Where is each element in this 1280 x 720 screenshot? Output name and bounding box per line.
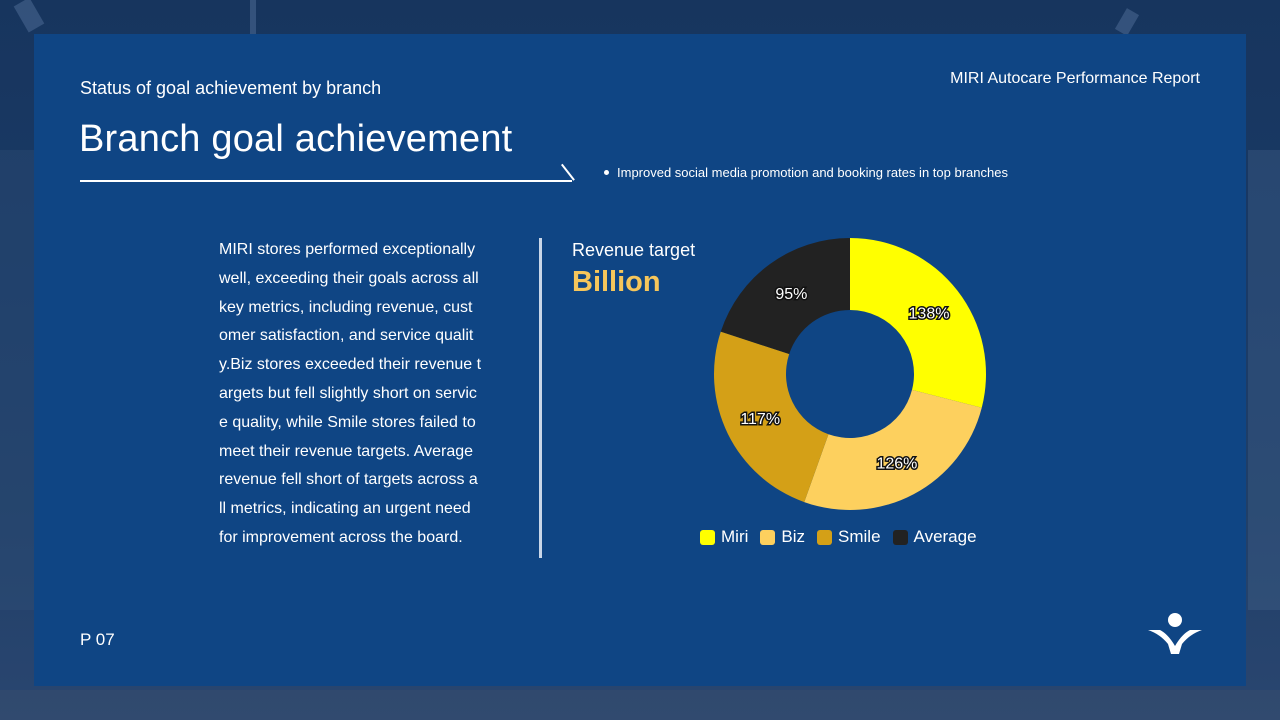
donut-slice-biz — [804, 389, 982, 510]
slice-label: 126% — [876, 455, 917, 472]
summary-paragraph: MIRI stores performed exceptionally well… — [219, 241, 482, 546]
bullet-dot-icon — [604, 170, 609, 175]
legend-label: Biz — [781, 527, 806, 546]
report-title: MIRI Autocare Performance Report — [950, 70, 1200, 87]
title-underline-slash — [561, 163, 575, 181]
person-arms-up-icon — [1148, 613, 1202, 654]
vertical-divider — [539, 238, 542, 558]
chart-unit: Billion — [572, 266, 661, 298]
slice-label: 138% — [909, 306, 950, 323]
legend-swatch-icon — [892, 529, 908, 545]
legend-item-biz: Biz — [760, 527, 805, 547]
slice-label: 95% — [775, 286, 807, 303]
chart-title: Revenue target — [572, 240, 696, 260]
legend-swatch-icon — [760, 529, 776, 545]
title-underline — [80, 180, 572, 182]
slide-subtitle: Status of goal achievement by branch — [80, 78, 382, 98]
legend-item-smile: Smile — [817, 527, 881, 547]
legend-item-average: Average — [892, 527, 977, 547]
slide-panel: Status of goal achievement by branch MIR… — [34, 34, 1246, 686]
slice-label: 117% — [740, 411, 780, 428]
chart-legend: Miri Biz Smile Average — [700, 527, 977, 547]
donut-slice-smile — [714, 331, 829, 503]
page-title: Branch goal achievement — [79, 118, 513, 160]
donut-chart: 138% 126% 117% 95% — [714, 238, 986, 510]
legend-label: Smile — [838, 527, 881, 546]
page-number: P 07 — [80, 630, 115, 649]
highlight-bullet: Improved social media promotion and book… — [604, 165, 1008, 180]
legend-label: Miri — [721, 527, 749, 546]
bullet-text: Improved social media promotion and book… — [617, 165, 1008, 180]
donut-slice-average — [720, 238, 850, 355]
legend-label: Average — [913, 527, 977, 546]
legend-swatch-icon — [817, 529, 833, 545]
legend-swatch-icon — [700, 529, 715, 545]
donut-slice-miri — [850, 238, 986, 408]
legend-item-miri: Miri — [700, 527, 748, 547]
